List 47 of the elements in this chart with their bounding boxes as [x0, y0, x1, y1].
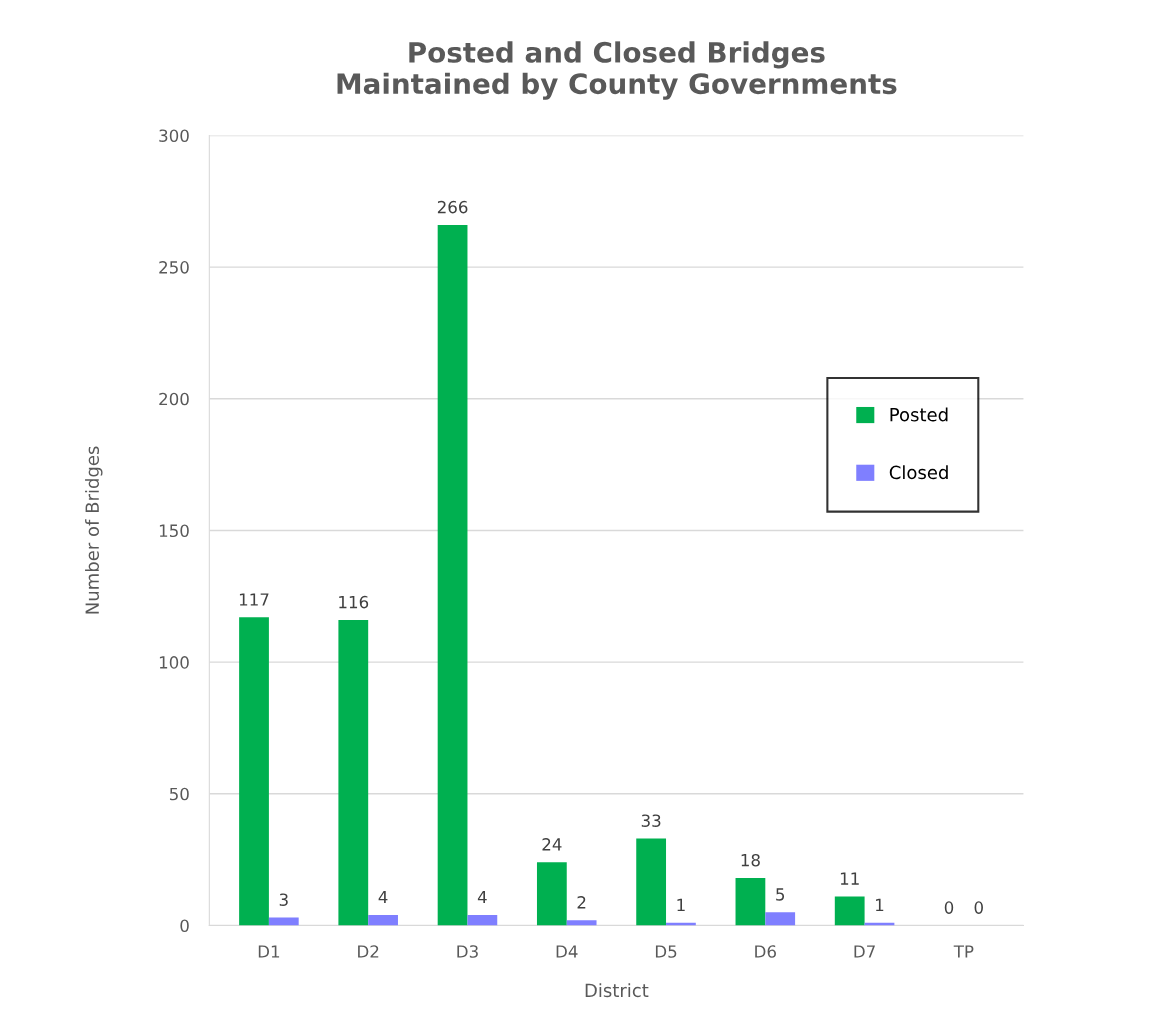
- y-axis-title: Number of Bridges: [85, 446, 103, 614]
- data-label: 11: [840, 872, 859, 885]
- bar: [338, 619, 369, 926]
- y-tick-label: 300: [159, 129, 189, 142]
- data-label: 0: [974, 901, 983, 914]
- x-tick-label: D5: [655, 945, 677, 958]
- bar: [239, 617, 269, 926]
- data-label: 24: [542, 838, 562, 851]
- bar: [765, 912, 796, 926]
- x-tick-label: D2: [358, 945, 379, 958]
- data-label: 1: [876, 898, 884, 912]
- x-tick-label: D3: [457, 945, 478, 958]
- data-label: 0: [944, 901, 954, 914]
- chart-title: Posted and Closed Bridges Maintained by County Governments: [337, 41, 897, 100]
- y-tick-label: 50: [169, 787, 189, 801]
- data-label: 2: [577, 896, 586, 909]
- bar: [636, 838, 667, 926]
- data-label: 117: [239, 593, 269, 606]
- x-tick-label: TP: [953, 945, 974, 958]
- x-tick-label: D7: [854, 945, 875, 958]
- legend-label: Posted: [890, 407, 948, 422]
- y-tick-label: 100: [159, 656, 189, 669]
- data-label: 266: [437, 200, 468, 214]
- data-label: 4: [378, 890, 388, 904]
- bar: [536, 862, 567, 926]
- data-label: 18: [741, 853, 760, 867]
- data-label: 3: [279, 893, 288, 906]
- y-tick-label: 200: [159, 392, 189, 406]
- data-label: 116: [339, 595, 369, 609]
- data-label: 4: [477, 890, 487, 904]
- bar: [467, 914, 498, 926]
- x-axis-title: District: [585, 983, 649, 998]
- data-label: 5: [776, 888, 785, 901]
- bar: [368, 914, 398, 926]
- x-tick-label: D1: [258, 945, 280, 958]
- y-tick-label: 150: [159, 524, 189, 538]
- data-label: 1: [677, 898, 685, 912]
- x-tick-label: D6: [755, 945, 776, 958]
- legend-label: Closed: [889, 465, 948, 480]
- y-tick-label: 0: [180, 919, 189, 933]
- bar: [834, 896, 865, 926]
- x-tick-label: D4: [556, 945, 578, 958]
- bar: [566, 920, 597, 926]
- y-tick-label: 250: [159, 261, 189, 274]
- data-label: 33: [641, 814, 661, 827]
- bar: [437, 224, 468, 926]
- bar: [735, 878, 766, 926]
